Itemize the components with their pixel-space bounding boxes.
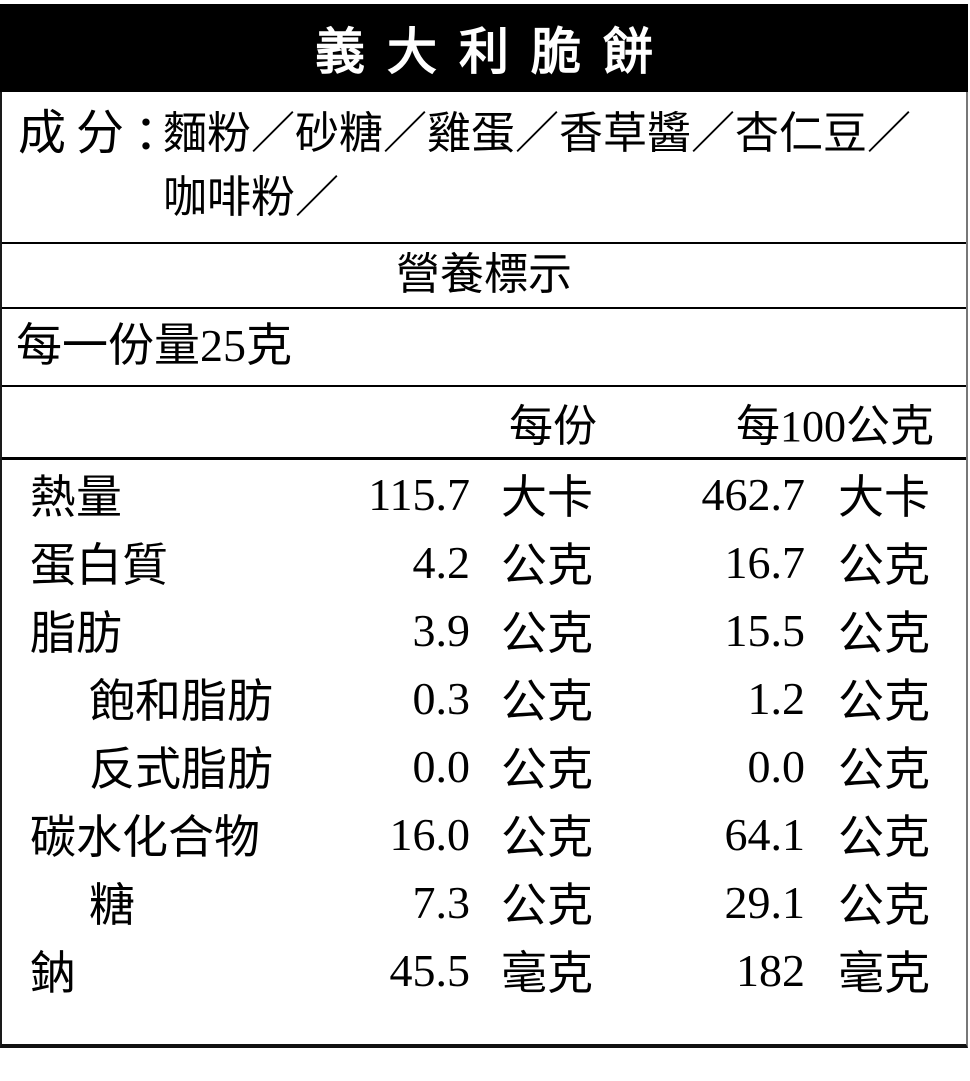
ingredients-list: 麵粉／砂糖／雞蛋／香草醬／杏仁豆／ 咖啡粉／ — [163, 102, 911, 230]
per-serving-unit: 公克 — [501, 608, 593, 659]
per-serving-unit: 公克 — [501, 744, 593, 795]
nutrient-row: 鈉 45.5 毫克 182 毫克 — [2, 936, 966, 1004]
per-serving-value: 45.5 — [389, 944, 471, 996]
per-serving-unit: 毫克 — [501, 948, 593, 999]
product-title-bar: 義大利脆餅 — [0, 4, 968, 92]
per-serving-unit: 公克 — [501, 540, 593, 591]
product-title: 義大利脆餅 — [315, 24, 675, 80]
per-serving-value: 0.0 — [412, 740, 471, 792]
nutrient-name: 反式脂肪 — [89, 744, 273, 795]
nutrient-row: 反式脂肪 0.0 公克 0.0 公克 — [2, 732, 966, 800]
nutrient-name: 脂肪 — [30, 608, 122, 659]
per-serving-unit: 公克 — [501, 676, 593, 727]
per-100g-unit: 公克 — [838, 880, 930, 931]
per-100g-value: 1.2 — [747, 672, 806, 724]
nutrient-name: 鈉 — [30, 948, 76, 999]
per-serving-value: 4.2 — [412, 536, 471, 588]
nutrient-row: 糖 7.3 公克 29.1 公克 — [2, 868, 966, 936]
per-100g-unit: 公克 — [838, 812, 930, 863]
per-100g-unit: 公克 — [838, 676, 930, 727]
nutrient-rows: 熱量 115.7 大卡 462.7 大卡 蛋白質 4.2 公克 16.7 公克 … — [2, 457, 966, 1044]
per-serving-column-header: 每份 — [509, 402, 597, 451]
label-table: 成分： 麵粉／砂糖／雞蛋／香草醬／杏仁豆／ 咖啡粉／ 營養標示 每一份量25克 … — [0, 92, 968, 1048]
nutrient-row: 蛋白質 4.2 公克 16.7 公克 — [2, 528, 966, 596]
nutrient-name: 飽和脂肪 — [89, 676, 273, 727]
nutrition-facts-heading: 營養標示 — [2, 242, 966, 307]
per-100g-unit: 大卡 — [838, 472, 930, 523]
ingredients-label: 成分： — [18, 107, 193, 160]
per-100g-value: 0.0 — [747, 740, 806, 792]
per-100g-value: 64.1 — [724, 808, 806, 860]
nutrient-name: 熱量 — [30, 472, 122, 523]
per-serving-unit: 公克 — [501, 880, 593, 931]
ingredients-section: 成分： 麵粉／砂糖／雞蛋／香草醬／杏仁豆／ 咖啡粉／ — [2, 92, 966, 242]
per-100g-column-header: 每100公克 — [736, 402, 934, 451]
per-serving-unit: 大卡 — [501, 472, 593, 523]
ingredients-line2: 咖啡粉／ — [163, 173, 339, 222]
per-100g-unit: 公克 — [838, 540, 930, 591]
per-serving-value: 115.7 — [368, 468, 470, 520]
per-100g-unit: 毫克 — [838, 948, 930, 999]
nutrient-row: 脂肪 3.9 公克 15.5 公克 — [2, 596, 966, 664]
per-serving-value: 7.3 — [412, 876, 471, 928]
nutrient-name: 糖 — [89, 880, 135, 931]
nutrient-row: 飽和脂肪 0.3 公克 1.2 公克 — [2, 664, 966, 732]
per-100g-value: 182 — [736, 944, 805, 996]
nutrient-name: 蛋白質 — [30, 540, 168, 591]
per-serving-value: 3.9 — [412, 604, 471, 656]
nutrient-row: 熱量 115.7 大卡 462.7 大卡 — [2, 460, 966, 528]
per-100g-value: 462.7 — [701, 468, 806, 520]
ingredients-line1: 麵粉／砂糖／雞蛋／香草醬／杏仁豆／ — [163, 109, 911, 158]
nutrient-name: 碳水化合物 — [30, 812, 260, 863]
per-100g-value: 16.7 — [724, 536, 806, 588]
per-serving-value: 16.0 — [389, 808, 471, 860]
per-serving-unit: 公克 — [501, 812, 593, 863]
nutrient-row: 碳水化合物 16.0 公克 64.1 公克 — [2, 800, 966, 868]
serving-size-row: 每一份量25克 — [2, 307, 966, 385]
per-100g-unit: 公克 — [838, 608, 930, 659]
per-100g-value: 29.1 — [724, 876, 806, 928]
column-header-row: 每份 每100公克 — [2, 385, 966, 457]
per-100g-unit: 公克 — [838, 744, 930, 795]
per-100g-value: 15.5 — [724, 604, 806, 656]
per-serving-value: 0.3 — [412, 672, 471, 724]
